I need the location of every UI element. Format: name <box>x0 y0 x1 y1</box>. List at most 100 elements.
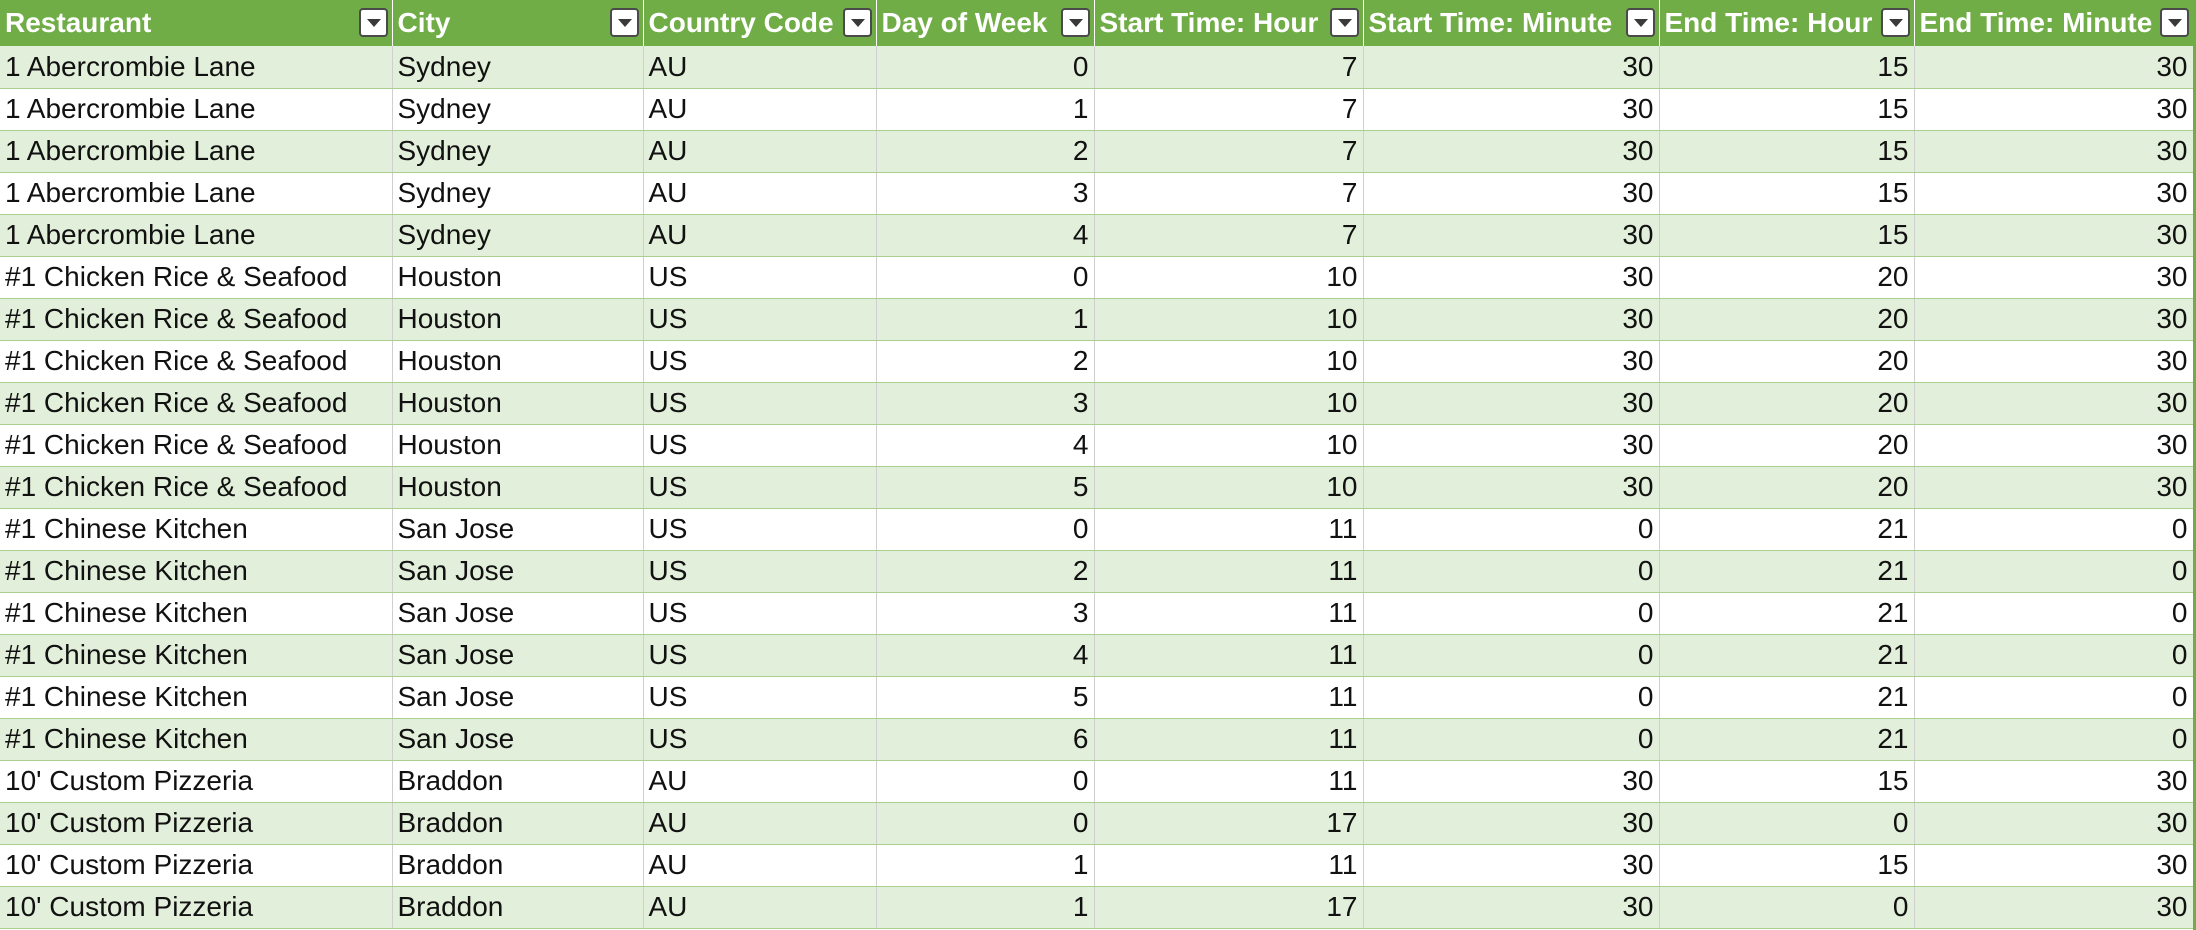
column-header-restaurant[interactable]: Restaurant <box>0 0 393 46</box>
cell-end-time-hour[interactable]: 20 <box>1659 340 1915 383</box>
cell-start-time-minute[interactable]: 30 <box>1363 424 1660 467</box>
cell-restaurant[interactable]: #1 Chicken Rice & Seafood <box>0 298 393 341</box>
cell-city[interactable]: Braddon <box>392 760 644 803</box>
cell-start-time-hour[interactable]: 11 <box>1094 760 1364 803</box>
cell-start-time-minute[interactable]: 30 <box>1363 466 1660 509</box>
table-row[interactable]: 10' Custom Pizzeria Braddon AU 0 17 30 0 30 <box>0 802 2194 845</box>
cell-start-time-minute[interactable]: 30 <box>1363 298 1660 341</box>
table-row[interactable]: 10' Custom Pizzeria Braddon AU 1 11 30 15 30 <box>0 844 2194 887</box>
cell-end-time-minute[interactable]: 0 <box>1914 592 2194 635</box>
cell-end-time-hour[interactable]: 21 <box>1659 508 1915 551</box>
cell-day-of-week[interactable]: 2 <box>876 130 1095 173</box>
cell-end-time-minute[interactable]: 30 <box>1914 46 2194 89</box>
cell-city[interactable]: Sydney <box>392 130 644 173</box>
cell-start-time-minute[interactable]: 30 <box>1363 256 1660 299</box>
cell-end-time-minute[interactable]: 30 <box>1914 424 2194 467</box>
cell-day-of-week[interactable]: 5 <box>876 466 1095 509</box>
cell-end-time-minute[interactable]: 30 <box>1914 340 2194 383</box>
cell-end-time-minute[interactable]: 30 <box>1914 172 2194 215</box>
cell-start-time-hour[interactable]: 10 <box>1094 466 1364 509</box>
cell-start-time-minute[interactable]: 30 <box>1363 130 1660 173</box>
cell-day-of-week[interactable]: 3 <box>876 382 1095 425</box>
table-row[interactable]: #1 Chicken Rice & Seafood Houston US 3 10 30 2… <box>0 382 2194 425</box>
cell-end-time-minute[interactable]: 30 <box>1914 466 2194 509</box>
filter-dropdown-button[interactable] <box>842 8 872 37</box>
table-row[interactable]: 1 Abercrombie Lane Sydney AU 3 7 30 15 30 <box>0 172 2194 215</box>
column-header-day-of-week[interactable]: Day of Week <box>876 0 1095 46</box>
table-row[interactable]: 1 Abercrombie Lane Sydney AU 4 7 30 15 30 <box>0 214 2194 257</box>
filter-dropdown-button[interactable] <box>609 8 639 37</box>
cell-restaurant[interactable]: #1 Chinese Kitchen <box>0 592 393 635</box>
cell-day-of-week[interactable]: 6 <box>876 718 1095 761</box>
cell-start-time-minute[interactable]: 30 <box>1363 382 1660 425</box>
cell-start-time-hour[interactable]: 11 <box>1094 634 1364 677</box>
cell-end-time-minute[interactable]: 30 <box>1914 382 2194 425</box>
cell-end-time-hour[interactable]: 15 <box>1659 214 1915 257</box>
cell-country-code[interactable]: US <box>643 382 877 425</box>
table-row[interactable]: #1 Chinese Kitchen San Jose US 5 11 0 21 0 <box>0 676 2194 719</box>
cell-end-time-hour[interactable]: 21 <box>1659 592 1915 635</box>
cell-day-of-week[interactable]: 4 <box>876 214 1095 257</box>
cell-city[interactable]: Houston <box>392 256 644 299</box>
cell-day-of-week[interactable]: 2 <box>876 550 1095 593</box>
cell-end-time-hour[interactable]: 15 <box>1659 88 1915 131</box>
cell-country-code[interactable]: US <box>643 508 877 551</box>
table-row[interactable]: 1 Abercrombie Lane Sydney AU 1 7 30 15 30 <box>0 88 2194 131</box>
cell-start-time-hour[interactable]: 17 <box>1094 886 1364 929</box>
cell-start-time-minute[interactable]: 0 <box>1363 718 1660 761</box>
cell-city[interactable]: Houston <box>392 382 644 425</box>
cell-restaurant[interactable]: #1 Chicken Rice & Seafood <box>0 466 393 509</box>
cell-country-code[interactable]: AU <box>643 760 877 803</box>
table-row[interactable]: #1 Chinese Kitchen San Jose US 3 11 0 21 0 <box>0 592 2194 635</box>
cell-restaurant[interactable]: 10' Custom Pizzeria <box>0 760 393 803</box>
cell-day-of-week[interactable]: 0 <box>876 802 1095 845</box>
cell-end-time-hour[interactable]: 21 <box>1659 718 1915 761</box>
cell-country-code[interactable]: US <box>643 550 877 593</box>
cell-country-code[interactable]: AU <box>643 88 877 131</box>
cell-end-time-hour[interactable]: 15 <box>1659 760 1915 803</box>
cell-end-time-hour[interactable]: 21 <box>1659 676 1915 719</box>
cell-restaurant[interactable]: #1 Chinese Kitchen <box>0 676 393 719</box>
cell-restaurant[interactable]: 10' Custom Pizzeria <box>0 844 393 887</box>
cell-end-time-minute[interactable]: 30 <box>1914 298 2194 341</box>
cell-restaurant[interactable]: #1 Chicken Rice & Seafood <box>0 424 393 467</box>
cell-start-time-hour[interactable]: 17 <box>1094 802 1364 845</box>
column-header-country-code[interactable]: Country Code <box>643 0 877 46</box>
cell-country-code[interactable]: AU <box>643 214 877 257</box>
cell-city[interactable]: Houston <box>392 424 644 467</box>
cell-start-time-hour[interactable]: 7 <box>1094 46 1364 89</box>
cell-restaurant[interactable]: 1 Abercrombie Lane <box>0 130 393 173</box>
cell-city[interactable]: Houston <box>392 466 644 509</box>
table-row[interactable]: #1 Chicken Rice & Seafood Houston US 1 10 30 2… <box>0 298 2194 341</box>
cell-end-time-minute[interactable]: 30 <box>1914 760 2194 803</box>
cell-day-of-week[interactable]: 3 <box>876 592 1095 635</box>
cell-end-time-minute[interactable]: 30 <box>1914 844 2194 887</box>
cell-end-time-hour[interactable]: 0 <box>1659 802 1915 845</box>
cell-end-time-hour[interactable]: 20 <box>1659 382 1915 425</box>
cell-city[interactable]: Braddon <box>392 844 644 887</box>
cell-start-time-hour[interactable]: 10 <box>1094 298 1364 341</box>
cell-start-time-hour[interactable]: 11 <box>1094 718 1364 761</box>
cell-country-code[interactable]: US <box>643 256 877 299</box>
cell-country-code[interactable]: US <box>643 592 877 635</box>
column-header-start-time-minute[interactable]: Start Time: Minute <box>1363 0 1660 46</box>
cell-day-of-week[interactable]: 1 <box>876 844 1095 887</box>
cell-start-time-hour[interactable]: 10 <box>1094 382 1364 425</box>
cell-end-time-minute[interactable]: 0 <box>1914 718 2194 761</box>
cell-country-code[interactable]: US <box>643 298 877 341</box>
cell-city[interactable]: Sydney <box>392 172 644 215</box>
column-header-end-time-minute[interactable]: End Time: Minute <box>1914 0 2194 46</box>
cell-city[interactable]: San Jose <box>392 718 644 761</box>
table-row[interactable]: #1 Chinese Kitchen San Jose US 2 11 0 21 0 <box>0 550 2194 593</box>
cell-restaurant[interactable]: 1 Abercrombie Lane <box>0 172 393 215</box>
cell-start-time-hour[interactable]: 11 <box>1094 550 1364 593</box>
cell-start-time-hour[interactable]: 11 <box>1094 844 1364 887</box>
cell-end-time-hour[interactable]: 20 <box>1659 466 1915 509</box>
cell-start-time-minute[interactable]: 30 <box>1363 886 1660 929</box>
cell-country-code[interactable]: US <box>643 718 877 761</box>
cell-city[interactable]: Braddon <box>392 802 644 845</box>
cell-start-time-minute[interactable]: 30 <box>1363 214 1660 257</box>
table-row[interactable]: 1 Abercrombie Lane Sydney AU 2 7 30 15 30 <box>0 130 2194 173</box>
filter-dropdown-button[interactable] <box>358 8 388 37</box>
cell-day-of-week[interactable]: 0 <box>876 256 1095 299</box>
